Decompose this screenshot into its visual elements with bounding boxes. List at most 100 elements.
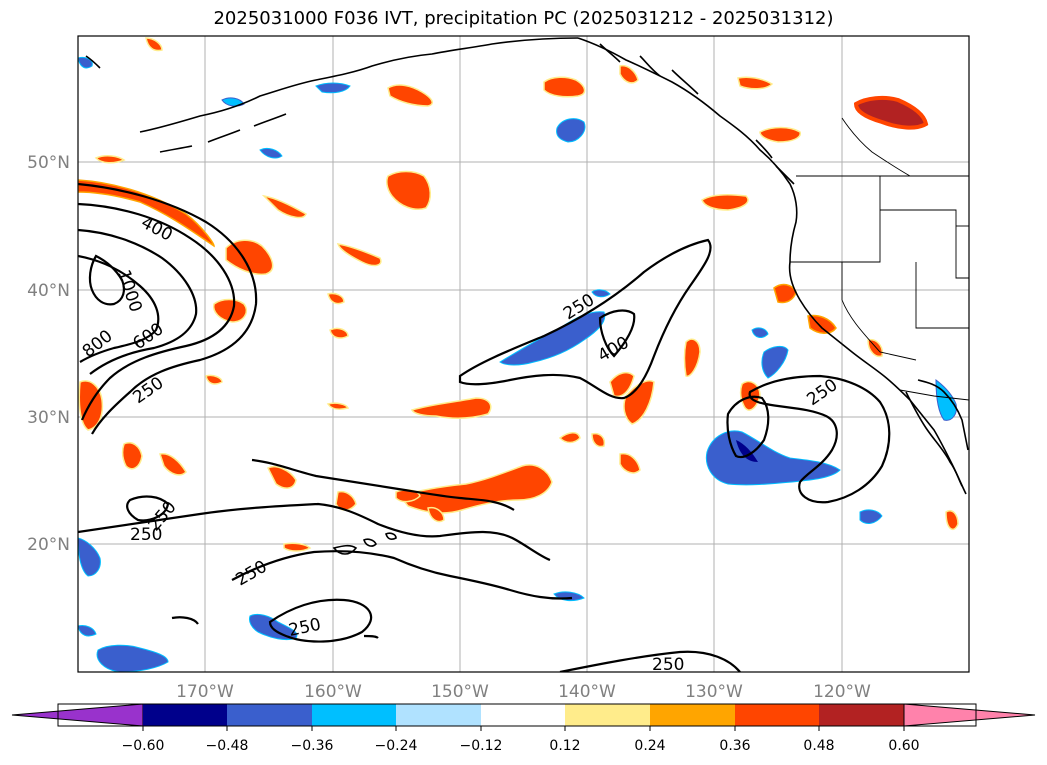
latitude-labels: 50°N 40°N 30°N 20°N [27,153,70,555]
precip-area-pos-subtropical-band [398,464,553,514]
precip-area-pos-ne-pacific [386,170,431,210]
precip-area-pos-c8 [619,452,641,474]
ivt-contours [78,182,891,672]
precip-area-pos-c10 [336,243,382,267]
precip-area-pos-c16 [283,506,445,552]
map-frame [77,35,970,673]
precip-area-neg-nw [315,82,351,94]
lat-label-50n: 50°N [27,153,70,173]
colorbar-segment [396,704,481,726]
colorbar-frame [57,703,977,727]
hawaii [332,532,397,555]
colorbar-segment [227,704,312,726]
colorbar-label-4: −0.24 [375,738,418,754]
colorbar-label-9: 0.48 [803,738,834,754]
precip-area-neg-11 [78,57,93,69]
state-line-3 [915,262,969,329]
precip-area-neg-4 [259,147,283,159]
precip-area-pos-c13 [619,64,639,84]
precip-area-neg-sw [96,644,169,672]
colorbar-label-6: 0.12 [549,738,580,754]
ivt-contour-central-400 [598,309,636,358]
map-title: 2025031000 F036 IVT, precipitation PC (2… [213,8,834,29]
precip-area-neg-subtropical-core [736,440,758,462]
ivt-contour-800-west [78,254,160,363]
island-chain-2 [599,43,699,95]
ivt-contour-600-west [78,228,198,375]
ivt-contour-1000-west [88,254,125,306]
precip-area-neg-9 [751,327,769,338]
ivt-contour-subtropical-250-b [251,458,515,511]
bc-islands [755,139,795,185]
north-america-coast [577,37,967,495]
lat-label-30n: 30°N [27,408,70,428]
colorbar-segment [650,704,735,726]
precip-area-pos-c11 [261,194,307,219]
precip-area-neg-7 [591,289,611,298]
precip-area-pos-c4 [159,453,187,476]
precip-area-pos-n1 [543,76,586,98]
colorbar-segment [481,704,565,726]
precip-area-pos-pair [609,371,655,425]
state-line-1 [790,176,881,263]
lon-label-140w: 140°W [558,682,616,702]
ivt-contour-small-1 [171,616,199,625]
precip-area-pos-c12 [737,76,774,90]
lon-label-150w: 150°W [431,682,489,702]
ivt-contour-250-west [78,182,258,435]
precip-area-pos-canada [853,95,929,130]
colorbar-segment [819,704,904,726]
precip-area-pos-central [410,397,492,419]
political-borders [790,117,969,401]
colorbar-extension-low [11,703,144,727]
coastlines [85,37,969,555]
lat-label-20n: 20°N [27,535,70,555]
colorbar-segments [11,703,1036,727]
colorbar-label-7: 0.24 [634,738,665,754]
ivt-contour-southwest-250 [126,495,170,522]
colorbar-label-3: −0.36 [291,738,334,754]
ivt-contour-subtropical-250-c [231,550,573,600]
precip-area-pos-c5 [266,466,297,489]
precip-area-pos-n2 [759,126,801,143]
precip-area-neg-socal [761,345,789,379]
colorbar-segment [143,704,227,726]
ivt-contour-subtropical-250-a [78,502,551,562]
colorbar-label-10: 0.60 [888,738,919,754]
ivt-contour-east-250 [748,374,891,504]
colorbar-segment [312,704,396,726]
precip-area-pos-c1 [683,338,701,377]
colorbar-label-2: −0.48 [206,738,249,754]
precip-area-pos-c9 [945,510,959,531]
lon-label-160w: 160°W [304,682,362,702]
state-line-5 [841,117,911,177]
precip-area-pos-c15 [558,432,606,448]
lon-label-120w: 120°W [813,682,871,702]
alaska-coast [139,37,579,133]
gulf-coast [917,379,969,451]
ivt-contour-central-250 [458,238,712,400]
ivt-contour-400-west [78,202,236,421]
colorbar-label-5: −0.12 [460,738,503,754]
colorbar: −0.60 −0.48 −0.36 −0.24 −0.12 0.12 0.24 … [11,703,1036,754]
lon-label-170w: 170°W [176,682,234,702]
state-line-4 [880,209,969,279]
ivt-contour-small-2 [363,634,379,639]
map-panel: 400 1000 800 600 250 250 400 250 250 250… [77,35,970,675]
precip-area-pos-c17 [326,292,350,410]
precip-area-neg-10 [78,625,97,637]
us-mexico-border [899,389,969,401]
graticule [78,36,969,672]
precip-area-pos-nw-blob2 [212,298,248,323]
precip-area-pos-c18 [94,155,884,385]
island-kamchatka [85,55,101,69]
contour-label-250-edge: 250 [652,655,684,675]
colorbar-extension-high [903,703,1036,727]
island-chain-1 [159,113,287,153]
longitude-labels: 170°W 160°W 150°W 140°W 130°W 120°W [176,682,871,702]
lat-label-40n: 40°N [27,281,70,301]
precip-area-neg-w [78,537,101,577]
precip-area-pos-n3 [701,194,749,211]
ivt-contour-east-inner [726,395,770,459]
